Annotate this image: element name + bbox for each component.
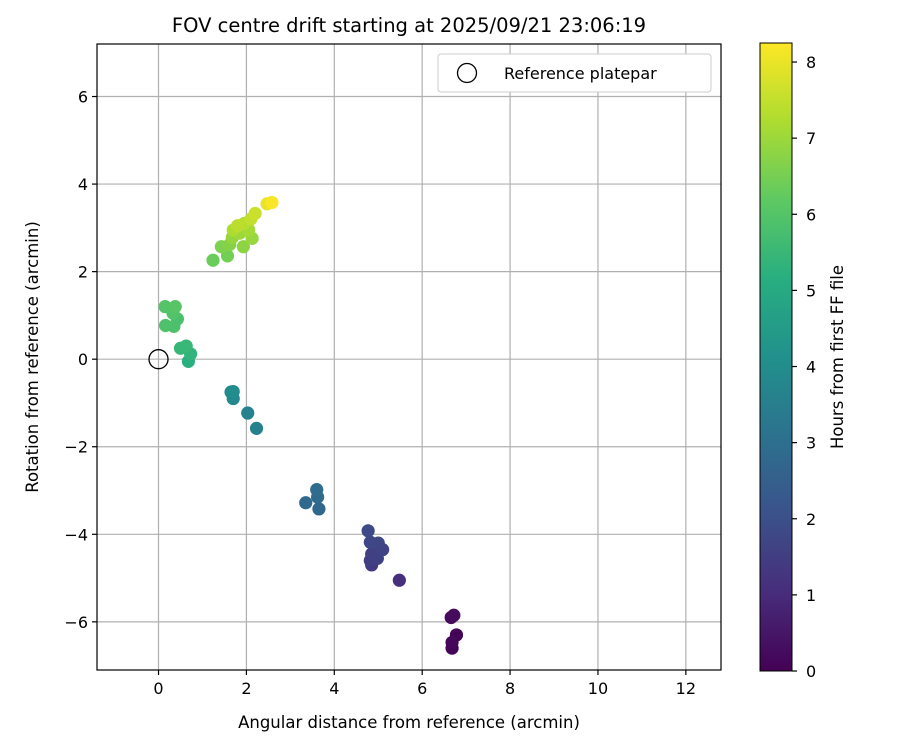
data-point xyxy=(363,535,377,549)
data-point xyxy=(361,524,375,538)
chart-title: FOV centre drift starting at 2025/09/21 … xyxy=(172,14,646,37)
colorbar-tick-label: 2 xyxy=(806,510,816,529)
data-point xyxy=(299,496,313,510)
x-tick-label: 0 xyxy=(153,679,163,698)
legend-entry-reference: Reference platepar xyxy=(504,64,657,83)
data-point xyxy=(447,608,461,622)
data-point xyxy=(310,483,324,497)
x-axis-ticks: 0 2 4 6 8 10 12 xyxy=(153,670,696,698)
data-point xyxy=(231,219,245,233)
data-point xyxy=(226,384,240,399)
data-point xyxy=(445,635,459,650)
y-tick-label: 0 xyxy=(78,350,88,369)
x-tick-label: 10 xyxy=(588,679,608,698)
colorbar-tick-label: 5 xyxy=(806,281,816,300)
y-tick-label: 6 xyxy=(78,88,88,107)
y-tick-label: −6 xyxy=(64,613,88,632)
y-axis-ticks: −6 −4 −2 0 2 4 6 xyxy=(64,88,97,632)
data-points xyxy=(158,195,464,655)
data-point xyxy=(265,195,279,210)
data-point xyxy=(241,406,255,420)
data-point xyxy=(206,253,220,267)
data-point xyxy=(179,339,193,353)
data-point xyxy=(158,300,172,314)
colorbar-tick-label: 4 xyxy=(806,358,816,377)
colorbar-gradient xyxy=(759,42,793,672)
y-axis-label: Rotation from reference (arcmin) xyxy=(23,221,42,493)
reference-marker xyxy=(148,349,169,370)
legend-box xyxy=(437,53,712,93)
x-tick-label: 4 xyxy=(329,679,339,698)
x-tick-label: 8 xyxy=(505,679,515,698)
data-point xyxy=(312,502,326,516)
reference-point-marker xyxy=(148,349,169,370)
legend: Reference platepar xyxy=(437,53,712,93)
colorbar: 0 1 2 3 4 5 6 7 8 Hours from first FF file xyxy=(759,42,847,681)
legend-marker-icon xyxy=(456,62,478,84)
colorbar-tick-label: 1 xyxy=(806,586,816,605)
x-axis-label: Angular distance from reference (arcmin) xyxy=(238,713,580,732)
data-point xyxy=(168,300,182,314)
x-tick-label: 2 xyxy=(241,679,251,698)
x-tick-label: 12 xyxy=(676,679,696,698)
x-tick-label: 6 xyxy=(417,679,427,698)
data-point xyxy=(248,206,262,221)
data-point xyxy=(236,240,250,254)
y-tick-label: −4 xyxy=(64,525,88,544)
colorbar-tick-label: 8 xyxy=(806,53,816,72)
colorbar-tick-label: 0 xyxy=(806,662,816,681)
colorbar-label: Hours from first FF file xyxy=(828,265,847,449)
data-point xyxy=(158,318,173,333)
data-point xyxy=(249,421,264,435)
grid-lines xyxy=(97,44,721,670)
plot-frame xyxy=(96,43,722,671)
colorbar-tick-label: 7 xyxy=(806,129,816,148)
colorbar-tick-label: 3 xyxy=(806,434,816,453)
y-tick-label: −2 xyxy=(64,438,88,457)
data-point xyxy=(392,573,406,587)
colorbar-ticks: 0 1 2 3 4 5 6 7 8 xyxy=(792,53,816,681)
colorbar-tick-label: 6 xyxy=(806,205,816,224)
y-tick-label: 2 xyxy=(78,263,88,282)
y-tick-label: 4 xyxy=(78,175,88,194)
